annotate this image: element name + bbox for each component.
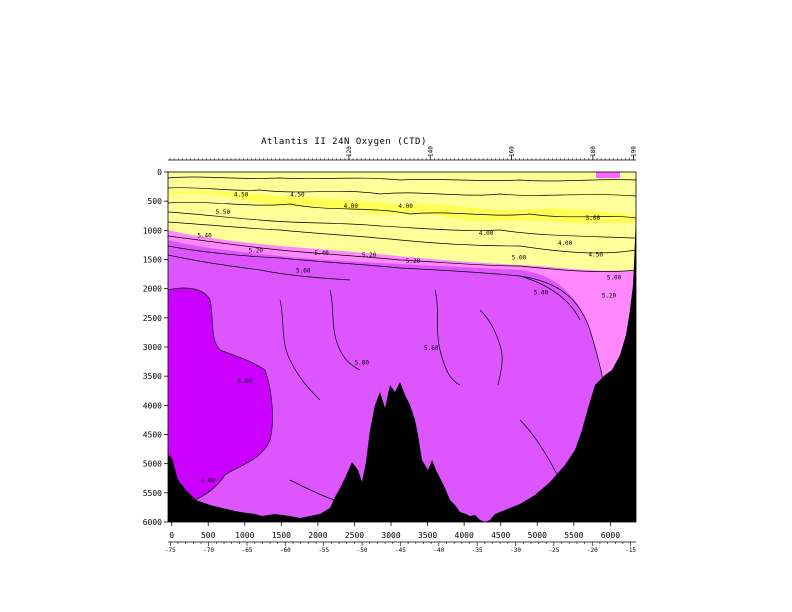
contour-label: 5.20 xyxy=(249,248,264,255)
depth-tick-label: 5500 xyxy=(143,489,162,498)
contour-label: 5.60 xyxy=(296,267,311,274)
depth-tick-label: 4500 xyxy=(143,431,162,440)
contour-label: 4.50 xyxy=(234,192,249,199)
station-tick-label: 180 xyxy=(590,146,597,157)
field-midhigh-oxygen xyxy=(168,240,603,522)
station-tick-label: 140 xyxy=(427,146,434,157)
seafloor-bathymetry xyxy=(168,215,636,522)
distance-tick-label: 1000 xyxy=(235,531,254,540)
contour-label: 5.20 xyxy=(362,252,377,259)
contour-label: 5.40 xyxy=(534,290,549,297)
contour-label: 5.80 xyxy=(355,360,370,367)
depth-tick-label: 2500 xyxy=(143,314,162,323)
distance-tick-label: 3000 xyxy=(381,531,400,540)
contour-label: 5.20 xyxy=(602,292,617,299)
station-tick-label: 160 xyxy=(509,146,516,157)
depth-tick-label: 2000 xyxy=(143,285,162,294)
distance-tick-label: 0 xyxy=(169,531,174,540)
contour-label: 5.20 xyxy=(406,258,421,265)
contour-label: 5.60 xyxy=(424,345,439,352)
depth-tick-label: 0 xyxy=(157,168,162,177)
depth-tick-label: 4000 xyxy=(143,401,162,410)
longitude-tick-label: -45 xyxy=(395,547,406,554)
longitude-tick-label: -60 xyxy=(280,547,291,554)
longitude-tick-label: -35 xyxy=(472,547,483,554)
longitude-axis: -75 -70 -65 -60 -55 -50 -45 -40 -35 -30 -25 -20 -15 xyxy=(165,541,636,554)
field-high-oxygen xyxy=(168,288,273,505)
distance-tick-label: 3500 xyxy=(418,531,437,540)
longitude-tick-label: -75 xyxy=(165,547,176,554)
contour-label: 5.00 xyxy=(607,274,622,281)
longitude-tick-label: -70 xyxy=(203,547,214,554)
distance-tick-label: 4500 xyxy=(491,531,510,540)
contour-label: 6.00 xyxy=(201,477,216,484)
contour-label: 4.50 xyxy=(589,252,604,259)
contour-label: 4.00 xyxy=(479,230,494,237)
distance-tick-label: 2000 xyxy=(308,531,327,540)
distance-tick-label: 4000 xyxy=(455,531,474,540)
distance-tick-label: 2500 xyxy=(345,531,364,540)
longitude-tick-label: -15 xyxy=(625,547,636,554)
longitude-tick-label: -20 xyxy=(587,547,598,554)
station-tick-label: 190 xyxy=(631,146,638,157)
distance-tick-label: 1500 xyxy=(272,531,291,540)
contour-label: 3.00 xyxy=(586,215,601,222)
contour-label: 4.50 xyxy=(290,192,305,199)
contour-label: 6.00 xyxy=(238,378,253,385)
contour-label: 5.40 xyxy=(197,232,212,239)
contour-label: 5.40 xyxy=(314,250,329,257)
depth-tick-label: 6000 xyxy=(143,518,162,527)
distance-tick-label: 5500 xyxy=(564,531,583,540)
field-low-oxygen-core xyxy=(168,190,636,224)
contour-label: 5.00 xyxy=(512,255,527,262)
distance-axis: 0 500 1000 1500 2000 2500 3000 3500 4000 4500 5000… xyxy=(169,522,620,540)
depth-tick-label: 500 xyxy=(148,197,163,206)
depth-tick-label: 1000 xyxy=(143,226,162,235)
longitude-tick-label: -50 xyxy=(357,547,368,554)
longitude-tick-label: -25 xyxy=(548,547,559,554)
depth-tick-label: 1500 xyxy=(143,256,162,265)
depth-tick-label: 3500 xyxy=(143,372,162,381)
distance-tick-label: 6000 xyxy=(601,531,620,540)
distance-tick-label: 500 xyxy=(201,531,216,540)
longitude-tick-label: -30 xyxy=(510,547,521,554)
contour-label: 4.00 xyxy=(344,203,359,210)
depth-tick-label: 3000 xyxy=(143,343,162,352)
surface-high-patch xyxy=(596,172,620,178)
longitude-tick-label: -55 xyxy=(318,547,329,554)
station-tick-label: 120 xyxy=(346,146,353,157)
plot-area: 4.50 4.50 4.00 4.00 5.50 5.40 5.20 5.40 5.20 5.20… xyxy=(167,171,637,523)
depth-axis: 0 500 1000 1500 2000 2500 3000 3500 4000 4500 5000… xyxy=(143,168,168,527)
chart-title: Atlantis II 24N Oxygen (CTD) xyxy=(261,137,427,147)
contour-labels: 4.50 4.50 4.00 4.00 5.50 5.40 5.20 5.40 5.20 5.20… xyxy=(197,192,621,485)
depth-tick-label: 5000 xyxy=(143,460,162,469)
contour-label: 4.00 xyxy=(558,240,573,247)
seafloor-edge-left xyxy=(168,505,174,522)
longitude-tick-label: -40 xyxy=(433,547,444,554)
longitude-tick-label: -65 xyxy=(242,547,253,554)
contour-label: 4.00 xyxy=(398,203,413,210)
distance-tick-label: 5000 xyxy=(528,531,547,540)
station-axis: 120 140 160 180 190 xyxy=(168,146,638,161)
contour-label: 5.50 xyxy=(216,209,231,216)
